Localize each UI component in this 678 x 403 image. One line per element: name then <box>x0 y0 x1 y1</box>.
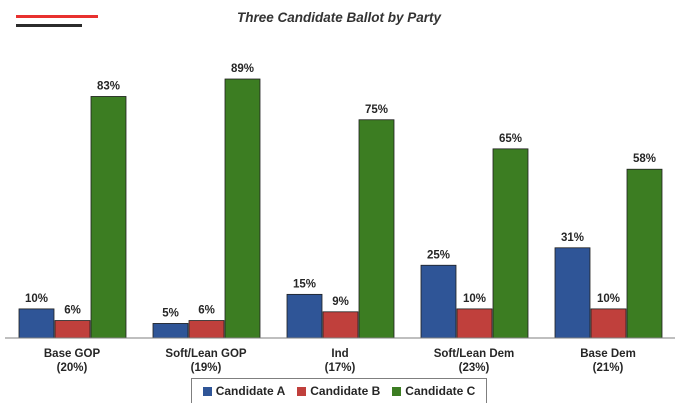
legend-swatch-c <box>392 386 402 396</box>
data-label-b-2: 9% <box>332 296 349 308</box>
legend-item-b: Candidate B <box>297 384 380 398</box>
category-label-4-1: (21%) <box>593 362 624 374</box>
data-label-c-3: 65% <box>499 133 522 145</box>
bar-b-4 <box>590 308 627 339</box>
bar-c-4 <box>626 168 663 339</box>
data-label-a-0: 10% <box>25 293 48 305</box>
bar-a-4 <box>554 247 591 339</box>
category-label-2-1: (17%) <box>325 362 356 374</box>
bar-c-3 <box>492 148 529 339</box>
data-label-a-2: 15% <box>293 278 316 290</box>
category-label-4-0: Base Dem <box>580 348 636 360</box>
category-label-3-0: Soft/Lean Dem <box>434 348 515 360</box>
legend-swatch-a <box>202 386 212 396</box>
category-label-1-1: (19%) <box>191 362 222 374</box>
chart-legend: Candidate A Candidate B Candidate C <box>191 378 487 403</box>
bar-c-0 <box>90 96 127 339</box>
data-label-c-4: 58% <box>633 153 656 165</box>
chart-title: Three Candidate Ballot by Party <box>236 10 442 25</box>
bar-c-2 <box>358 119 395 339</box>
category-label-3-1: (23%) <box>459 362 490 374</box>
data-label-b-1: 6% <box>198 305 215 317</box>
category-label-0-0: Base GOP <box>44 348 101 360</box>
bar-chart: 10% 6% 83% Base GOP (20%) 5% 6% 89% Soft/Lean GO… <box>5 63 675 374</box>
legend-item-c: Candidate C <box>392 384 475 398</box>
accent-dark-line <box>16 24 82 27</box>
data-label-c-0: 83% <box>97 80 120 92</box>
category-label-0-1: (20%) <box>57 362 88 374</box>
data-label-b-0: 6% <box>64 305 81 317</box>
accent-red-line <box>16 15 98 18</box>
legend-label-c: Candidate C <box>405 384 476 398</box>
data-label-a-3: 25% <box>427 249 450 261</box>
data-label-c-1: 89% <box>231 63 254 75</box>
category-label-1-0: Soft/Lean GOP <box>165 348 246 360</box>
bar-b-0 <box>54 320 91 339</box>
bar-b-1 <box>188 320 225 339</box>
data-label-c-2: 75% <box>365 104 388 116</box>
bar-a-2 <box>286 293 323 339</box>
legend-item-a: Candidate A <box>202 384 286 398</box>
data-label-a-1: 5% <box>162 307 179 319</box>
data-label-a-4: 31% <box>561 232 584 244</box>
bar-a-3 <box>420 264 457 339</box>
data-label-b-3: 10% <box>463 293 486 305</box>
bar-b-3 <box>456 308 493 339</box>
legend-swatch-b <box>297 386 307 396</box>
bar-a-1 <box>152 323 189 339</box>
category-label-2-0: Ind <box>331 348 348 360</box>
data-label-b-4: 10% <box>597 293 620 305</box>
bar-b-2 <box>322 311 359 339</box>
legend-label-b: Candidate B <box>310 384 381 398</box>
bar-a-0 <box>18 308 55 339</box>
legend-label-a: Candidate A <box>215 384 286 398</box>
bar-c-1 <box>224 78 261 339</box>
